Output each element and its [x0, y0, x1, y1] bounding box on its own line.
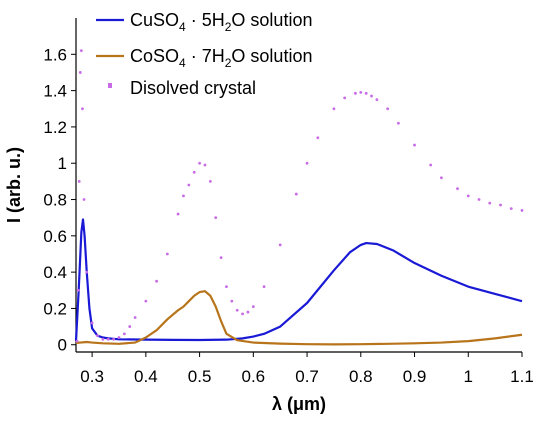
x-tick-label: 0.8 [349, 367, 373, 386]
data-point [386, 107, 390, 111]
series-dots-crystal [75, 49, 524, 343]
data-point [520, 209, 524, 212]
data-point [466, 194, 470, 198]
data-point [85, 270, 89, 274]
data-point [101, 337, 105, 341]
y-axis-title: I (arb. u.) [4, 147, 24, 223]
x-tick-label: 0.4 [134, 367, 158, 386]
data-point [182, 194, 185, 198]
legend-label: CuSO4 · 5H2O solution [130, 10, 312, 34]
series-line-cuso4 [74, 218, 523, 342]
legend-marker-dots [108, 83, 112, 88]
data-point [397, 121, 400, 125]
x-tick-label: 1.1 [510, 367, 534, 386]
data-point [81, 107, 84, 111]
y-tick-label: 0 [58, 336, 67, 355]
data-point [332, 107, 336, 111]
data-point [106, 337, 110, 341]
legend-label: CoSO4 · 7H2O solution [130, 46, 312, 70]
data-point [241, 312, 244, 316]
y-tick-label: 0.4 [43, 263, 67, 282]
data-point [278, 243, 282, 247]
data-point [176, 212, 180, 216]
data-point [370, 94, 373, 98]
data-point [375, 98, 379, 102]
data-point [77, 179, 81, 183]
data-point [208, 179, 212, 183]
y-tick-label: 0.2 [43, 299, 67, 318]
x-axis-title: λ (μm) [272, 394, 326, 414]
data-point [90, 321, 94, 325]
data-point [219, 256, 223, 260]
data-point [246, 310, 250, 314]
legend-label: Disolved crystal [130, 78, 256, 98]
x-tick-label: 0.3 [80, 367, 104, 386]
data-point [133, 316, 137, 319]
data-point [144, 299, 148, 303]
data-point [230, 299, 234, 303]
data-point [117, 336, 121, 339]
data-point [79, 49, 83, 53]
data-point [225, 285, 228, 289]
data-point [235, 308, 239, 312]
series-layer [74, 49, 524, 346]
y-tick-label: 1 [58, 154, 67, 173]
data-point [155, 279, 159, 283]
data-point [509, 207, 513, 210]
data-point [203, 163, 207, 167]
legend: CuSO4 · 5H2O solution CoSO4 · 7H2O soluti… [96, 10, 312, 98]
data-point [343, 96, 347, 100]
data-point [76, 288, 80, 292]
data-point [439, 176, 443, 180]
data-point [354, 91, 357, 95]
data-point [75, 339, 79, 343]
data-point [294, 192, 298, 196]
data-point [316, 136, 320, 140]
data-point [112, 337, 116, 341]
data-point [477, 198, 481, 201]
y-tick-label: 0.8 [43, 191, 67, 210]
data-point [359, 91, 363, 94]
y-tick-label: 0.6 [43, 227, 67, 246]
data-point [456, 187, 459, 191]
data-point [96, 334, 99, 338]
data-point [364, 91, 368, 95]
data-point [187, 183, 191, 187]
series-line-coso4 [75, 290, 523, 346]
data-point [128, 325, 132, 328]
data-point [488, 201, 492, 205]
data-point [214, 216, 218, 220]
data-point [78, 71, 82, 74]
y-tick-label: 1.6 [43, 45, 67, 64]
x-tick-label: 0.9 [403, 367, 427, 386]
data-point [429, 163, 433, 167]
data-point [305, 161, 309, 165]
x-tick-label: 0.6 [242, 367, 266, 386]
x-tick-label: 0.5 [188, 367, 212, 386]
data-point [198, 161, 201, 165]
data-point [499, 203, 502, 207]
data-point [192, 170, 196, 174]
data-point [262, 285, 266, 289]
data-point [251, 305, 255, 309]
x-tick-label: 0.7 [295, 367, 319, 386]
data-point [413, 143, 416, 147]
x-tick-label: 1 [464, 367, 473, 386]
y-tick-label: 1.4 [43, 82, 67, 101]
axes: 0.3 0.4 0.5 0.6 0.7 0.8 0.9 1 1.1 0 0.2 0.4 0.6 0.8 1 1… [43, 18, 534, 386]
data-point [165, 252, 169, 256]
data-point [82, 198, 86, 201]
y-tick-label: 1.2 [43, 118, 67, 137]
data-point [122, 332, 126, 336]
